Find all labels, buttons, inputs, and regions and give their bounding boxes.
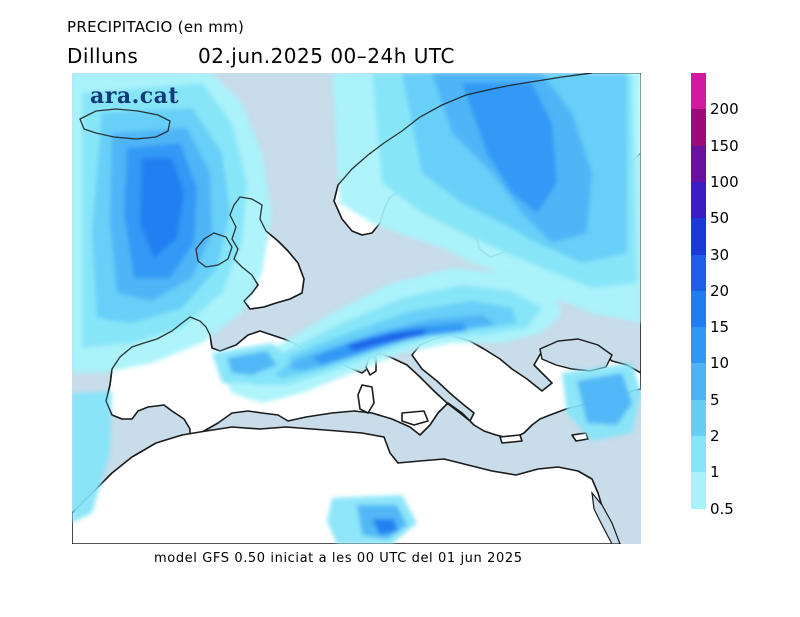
coastlines bbox=[79, 73, 593, 420]
legend-label: 50 bbox=[710, 209, 730, 228]
legend-label: 5 bbox=[710, 390, 720, 409]
precip-area-15mm bbox=[372, 519, 398, 535]
legend-swatch bbox=[691, 327, 706, 364]
legend-label: 200 bbox=[710, 100, 739, 119]
red-sea bbox=[591, 491, 621, 544]
legend-label: 2 bbox=[710, 427, 720, 445]
forecast-date-range: 02.jun.2025 00–24h UTC bbox=[198, 44, 455, 68]
legend-label: 15 bbox=[710, 318, 730, 337]
forecast-day: Dilluns bbox=[67, 44, 139, 68]
precip-area-5mm bbox=[227, 351, 277, 375]
legend-swatch bbox=[691, 109, 706, 147]
legend-swatch bbox=[691, 290, 706, 328]
precipitation-map: ara.cat bbox=[72, 73, 641, 544]
precip-area-10mm bbox=[312, 323, 467, 365]
legend-label: 30 bbox=[710, 245, 730, 264]
legend-swatch bbox=[691, 73, 706, 110]
legend-swatch bbox=[691, 181, 706, 219]
precip-area-15mm bbox=[140, 158, 184, 258]
sardinia bbox=[357, 384, 375, 414]
precip-area-1mm bbox=[72, 391, 112, 523]
legend-swatch bbox=[691, 436, 706, 473]
legend-swatch bbox=[691, 218, 706, 255]
legend-label: 100 bbox=[710, 172, 739, 191]
sicily bbox=[401, 410, 429, 426]
legend-label: 0.5 bbox=[710, 499, 734, 518]
north-africa bbox=[72, 426, 621, 544]
precip-area-5mm bbox=[577, 373, 632, 425]
legend-swatch bbox=[691, 472, 706, 510]
legend-swatch bbox=[691, 399, 706, 437]
cyprus bbox=[571, 432, 589, 442]
precip-area-10mm bbox=[462, 83, 557, 213]
legend-label: 10 bbox=[710, 354, 730, 373]
map-title: PRECIPITACIO (en mm) bbox=[67, 18, 245, 36]
legend-label: 1 bbox=[710, 463, 720, 482]
map-canvas bbox=[72, 73, 641, 544]
crete bbox=[499, 434, 523, 444]
precipitation-field bbox=[72, 73, 641, 544]
aracat-logo: ara.cat bbox=[90, 83, 180, 109]
precipitation-legend: 200 150 100 50 30 20 15 10 5 2 1 0.5 bbox=[691, 73, 786, 518]
precip-area-20mm bbox=[347, 329, 427, 351]
model-run-info: model GFS 0.50 iniciat a les 00 UTC del … bbox=[154, 551, 523, 566]
legend-label: 20 bbox=[710, 281, 730, 300]
legend-swatch bbox=[691, 145, 706, 183]
legend-swatch bbox=[691, 254, 706, 292]
forecast-period: Dilluns 02.jun.2025 00–24h UTC bbox=[67, 44, 454, 68]
legend-label: 150 bbox=[710, 136, 739, 155]
legend-swatch bbox=[691, 363, 706, 401]
